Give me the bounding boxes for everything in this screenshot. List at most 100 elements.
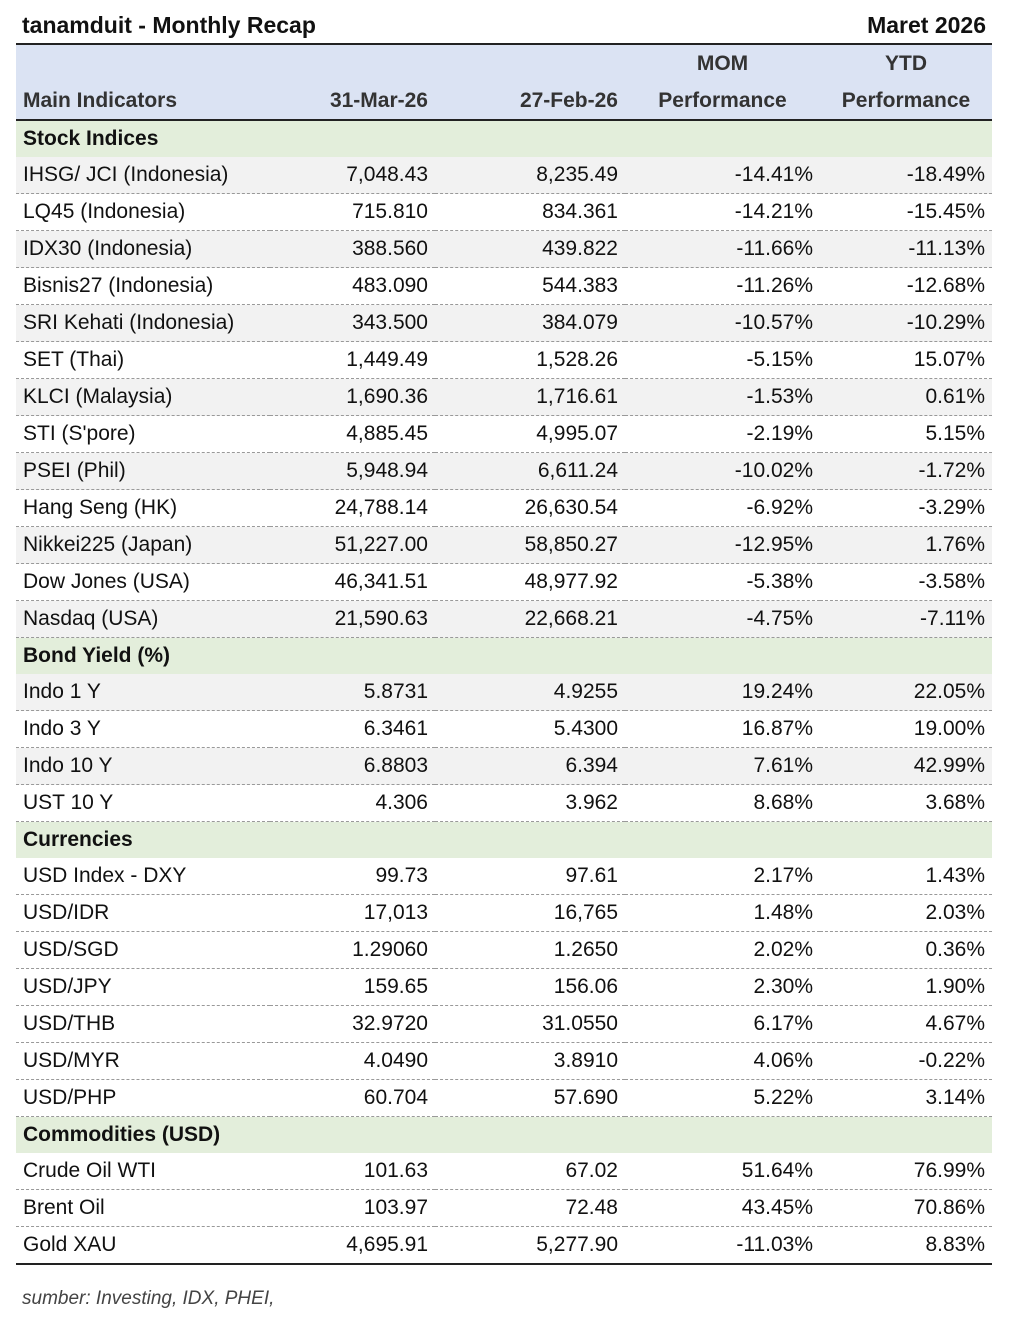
data-row: USD/THB 32.9720 31.0550 6.17% 4.67% [16, 1005, 992, 1043]
cell-value: 2.30% [625, 968, 820, 1006]
cell-value: 1.2650 [435, 931, 625, 969]
cell-value: 159.65 [270, 968, 435, 1006]
cell-value: -10.02% [625, 452, 820, 490]
cell-value: -14.41% [625, 157, 820, 194]
cell-value: 60.704 [270, 1079, 435, 1117]
cell-value: 19.00% [820, 710, 992, 748]
indicator-name: USD/JPY [16, 968, 270, 1006]
section-row: Currencies [16, 821, 992, 858]
cell-value: 51,227.00 [270, 526, 435, 564]
cell-value: 6.394 [435, 747, 625, 785]
cell-value: 1.76% [820, 526, 992, 564]
cell-value: 57.690 [435, 1079, 625, 1117]
cell-value: 5.8731 [270, 674, 435, 711]
column-header: Main Indicators [16, 82, 270, 121]
cell-value: 1,690.36 [270, 378, 435, 416]
cell-value: 1.48% [625, 894, 820, 932]
cell-value: 5.22% [625, 1079, 820, 1117]
cell-value: 24,788.14 [270, 489, 435, 527]
data-row: LQ45 (Indonesia) 715.810 834.361 -14.21% -15… [16, 193, 992, 231]
cell-value: 19.24% [625, 674, 820, 711]
cell-value: 156.06 [435, 968, 625, 1006]
data-row: Indo 10 Y 6.8803 6.394 7.61% 42.99% [16, 747, 992, 785]
cell-value: -4.75% [625, 600, 820, 638]
data-row: IHSG/ JCI (Indonesia) 7,048.43 8,235.49 -14… [16, 157, 992, 194]
cell-value: -10.57% [625, 304, 820, 342]
data-row: Nikkei225 (Japan) 51,227.00 58,850.27 -12.9… [16, 526, 992, 564]
cell-value: 3.14% [820, 1079, 992, 1117]
cell-value: 7,048.43 [270, 157, 435, 194]
cell-value: 4,995.07 [435, 415, 625, 453]
cell-value: 5,277.90 [435, 1226, 625, 1265]
header-row: MOM YTD [16, 45, 992, 82]
column-header: MOM [625, 45, 820, 82]
cell-value: 97.61 [435, 858, 625, 895]
section-title: Stock Indices [16, 120, 992, 157]
data-row: SRI Kehati (Indonesia) 343.500 384.079 -10.… [16, 304, 992, 342]
cell-value: 6.17% [625, 1005, 820, 1043]
indicator-name: USD/MYR [16, 1042, 270, 1080]
cell-value: 42.99% [820, 747, 992, 785]
column-header: Performance [625, 82, 820, 121]
cell-value: 3.68% [820, 784, 992, 822]
cell-value: -10.29% [820, 304, 992, 342]
cell-value: -11.26% [625, 267, 820, 305]
data-row: STI (S'pore) 4,885.45 4,995.07 -2.19% 5.15% [16, 415, 992, 453]
column-header [435, 45, 625, 82]
cell-value: 1,449.49 [270, 341, 435, 379]
cell-value: -14.21% [625, 193, 820, 231]
cell-value: 439.822 [435, 230, 625, 268]
data-row: KLCI (Malaysia) 1,690.36 1,716.61 -1.53% 0.6… [16, 378, 992, 416]
cell-value: 16.87% [625, 710, 820, 748]
section-row: Stock Indices [16, 120, 992, 157]
cell-value: 1.43% [820, 858, 992, 895]
indicator-name: SRI Kehati (Indonesia) [16, 304, 270, 342]
indicator-name: USD/PHP [16, 1079, 270, 1117]
cell-value: 7.61% [625, 747, 820, 785]
column-header [270, 45, 435, 82]
cell-value: 26,630.54 [435, 489, 625, 527]
cell-value: 834.361 [435, 193, 625, 231]
cell-value: 4,695.91 [270, 1226, 435, 1265]
cell-value: 103.97 [270, 1189, 435, 1227]
cell-value: 43.45% [625, 1189, 820, 1227]
cell-value: 4.67% [820, 1005, 992, 1043]
data-row: IDX30 (Indonesia) 388.560 439.822 -11.66% -1… [16, 230, 992, 268]
cell-value: 1.90% [820, 968, 992, 1006]
cell-value: 5.4300 [435, 710, 625, 748]
title: tanamduit - Monthly Recap [22, 12, 316, 38]
column-header [16, 45, 270, 82]
indicator-name: UST 10 Y [16, 784, 270, 822]
cell-value: 22.05% [820, 674, 992, 711]
indicator-name: LQ45 (Indonesia) [16, 193, 270, 231]
cell-value: -5.38% [625, 563, 820, 601]
cell-value: -2.19% [625, 415, 820, 453]
cell-value: -5.15% [625, 341, 820, 379]
indicator-name: Gold XAU [16, 1226, 270, 1265]
cell-value: -12.68% [820, 267, 992, 305]
cell-value: 5.15% [820, 415, 992, 453]
cell-value: 2.17% [625, 858, 820, 895]
cell-value: 6,611.24 [435, 452, 625, 490]
data-row: USD/JPY 159.65 156.06 2.30% 1.90% [16, 968, 992, 1006]
data-row: USD/IDR 17,013 16,765 1.48% 2.03% [16, 894, 992, 932]
indicator-name: Crude Oil WTI [16, 1153, 270, 1190]
data-row: Nasdaq (USA) 21,590.63 22,668.21 -4.75% -7.1… [16, 600, 992, 638]
indicator-name: USD/IDR [16, 894, 270, 932]
cell-value: 384.079 [435, 304, 625, 342]
cell-value: 3.8910 [435, 1042, 625, 1080]
cell-value: -12.95% [625, 526, 820, 564]
cell-value: 715.810 [270, 193, 435, 231]
cell-value: 51.64% [625, 1153, 820, 1190]
cell-value: 4,885.45 [270, 415, 435, 453]
cell-value: 1,528.26 [435, 341, 625, 379]
cell-value: 8.68% [625, 784, 820, 822]
cell-value: 16,765 [435, 894, 625, 932]
indicator-name: Indo 10 Y [16, 747, 270, 785]
cell-value: 101.63 [270, 1153, 435, 1190]
section-row: Bond Yield (%) [16, 637, 992, 674]
data-row: Gold XAU 4,695.91 5,277.90 -11.03% 8.83% [16, 1226, 992, 1265]
cell-value: 46,341.51 [270, 563, 435, 601]
indicator-name: Dow Jones (USA) [16, 563, 270, 601]
